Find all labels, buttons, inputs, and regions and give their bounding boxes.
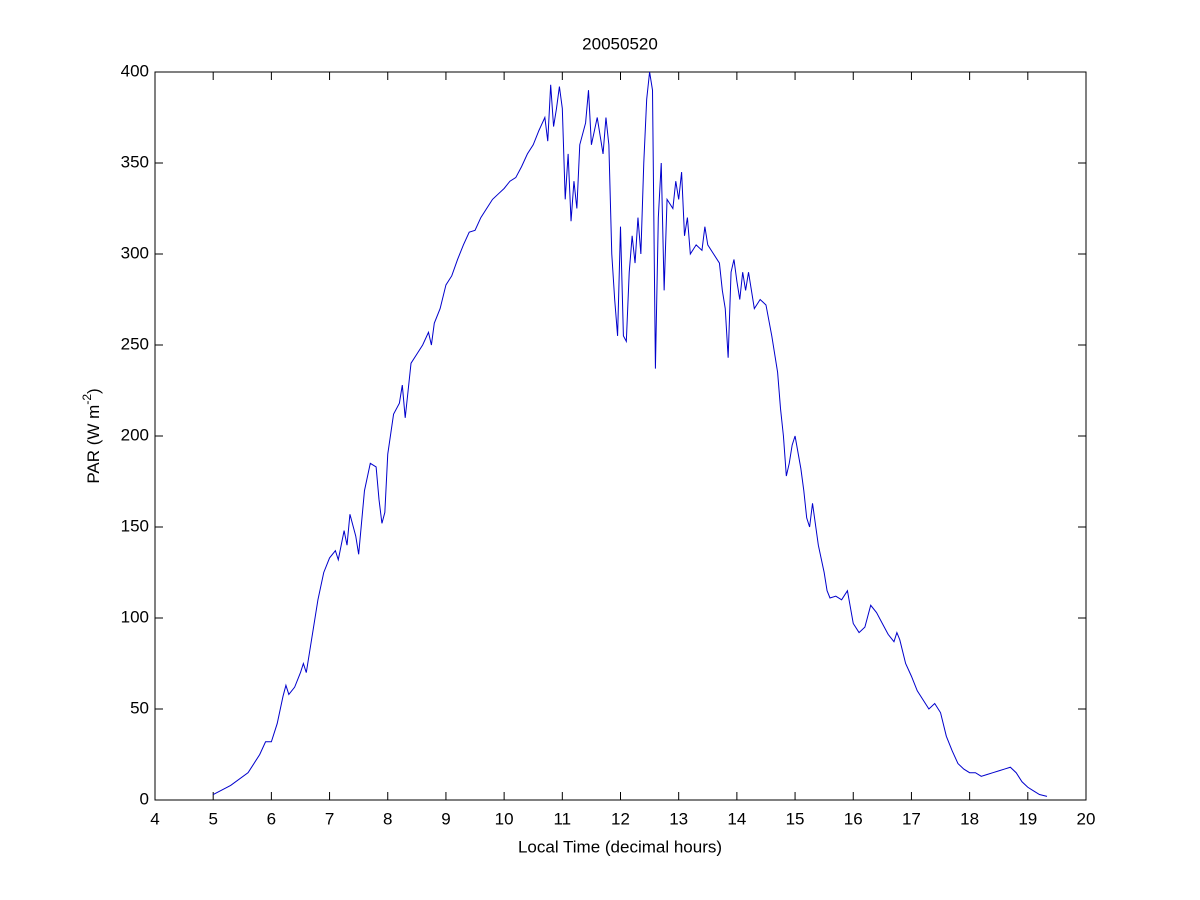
x-tick-label: 6 [267,809,276,828]
x-tick-label: 19 [1018,809,1037,828]
y-tick-label: 150 [121,516,149,535]
x-tick-label: 10 [495,809,514,828]
x-tick-label: 14 [727,809,746,828]
x-axis-label: Local Time (decimal hours) [518,837,722,856]
x-tick-label: 8 [383,809,392,828]
x-tick-label: 9 [441,809,450,828]
y-tick-label: 0 [140,789,149,808]
y-tick-label: 300 [121,243,149,262]
x-tick-label: 18 [960,809,979,828]
chart-title: 20050520 [582,34,658,53]
x-tick-label: 17 [902,809,921,828]
y-tick-label: 50 [130,698,149,717]
x-tick-label: 15 [786,809,805,828]
data-line [212,71,1048,797]
y-label-suffix: ) [84,388,103,394]
x-tick-label: 16 [844,809,863,828]
x-tick-label: 20 [1077,809,1096,828]
y-label-superscript: -2 [80,394,94,405]
x-tick-label: 4 [150,809,159,828]
x-tick-label: 7 [325,809,334,828]
y-tick-label: 100 [121,607,149,626]
x-tick-label: 5 [208,809,217,828]
x-tick-label: 12 [611,809,630,828]
y-tick-label: 400 [121,61,149,80]
y-tick-label: 250 [121,334,149,353]
y-tick-label: 350 [121,152,149,171]
y-axis-label: PAR (W m-2) [80,388,103,483]
x-tick-label: 13 [669,809,688,828]
plot-area [154,71,1087,801]
y-tick-label: 200 [121,425,149,444]
x-tick-label: 11 [553,809,571,828]
y-label-text: PAR (W m [84,405,103,484]
